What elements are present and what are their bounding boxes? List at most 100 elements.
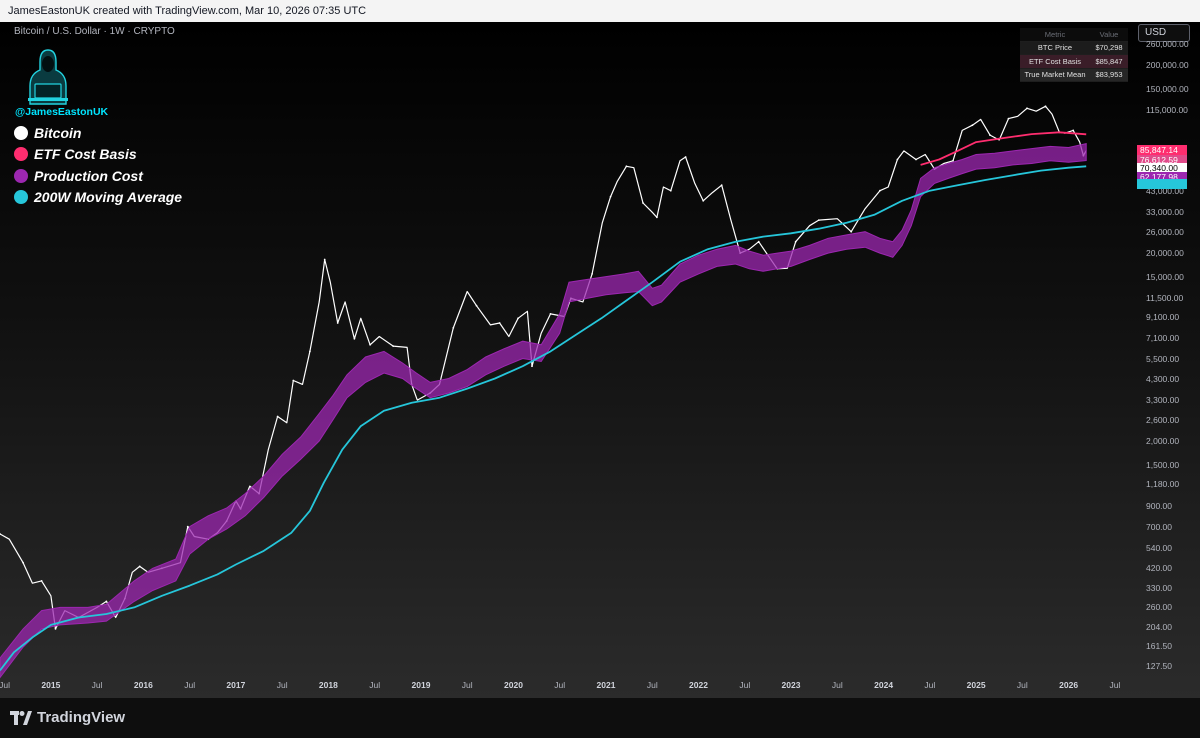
bitcoin-candle-point <box>702 199 705 202</box>
bitcoin-candle-point <box>794 240 797 243</box>
y-tick-label: 204.00 <box>1146 622 1172 633</box>
bitcoin-candle-point <box>323 258 326 261</box>
bitcoin-candle-point <box>817 219 820 222</box>
author-handle: @JamesEastonUK <box>15 106 109 118</box>
x-tick-label: Jul <box>461 680 473 690</box>
x-tick-label: 2018 <box>318 680 338 690</box>
series-etf-cost-basis <box>920 131 1087 166</box>
y-tick-label: 260,000.00 <box>1146 38 1189 49</box>
y-tick-label: 26,000.00 <box>1146 226 1184 237</box>
x-tick-label: 2023 <box>781 680 801 690</box>
legend: Bitcoin ETF Cost Basis Production Cost 2… <box>14 122 182 208</box>
x-tick-label: 2025 <box>966 680 986 690</box>
x-tick-label: Jul <box>1016 680 1028 690</box>
bitcoin-candle-point <box>40 580 43 582</box>
x-tick-label: 2015 <box>41 680 61 690</box>
y-tick-label: 7,100.00 <box>1146 332 1180 343</box>
price-tag: 76,612.59 <box>1137 155 1187 165</box>
legend-item-production-cost: Production Cost <box>14 165 182 187</box>
bitcoin-candle-point <box>475 304 478 307</box>
x-tick-label: Jul <box>91 680 103 690</box>
metric-value: $70,298 <box>1095 43 1123 53</box>
bitcoin-candle-point <box>392 345 395 347</box>
legend-label-200w-moving-average: 200W Moving Average <box>34 189 183 206</box>
metric-name: BTC Price <box>1037 43 1073 53</box>
bitcoin-candle-point <box>684 156 687 158</box>
y-tick-label: 420.00 <box>1146 563 1172 574</box>
bitcoin-candle-point <box>22 561 24 564</box>
metric-name: ETF Cost Basis <box>1028 56 1082 66</box>
legend-item-200w-moving-average: 200W Moving Average <box>14 187 182 209</box>
legend-label-etf-cost-basis: ETF Cost Basis <box>34 146 137 163</box>
legend-label-bitcoin: Bitcoin <box>34 124 82 141</box>
attribution-bar: JamesEastonUK created with TradingView.c… <box>0 0 1200 22</box>
price-tag: 62,177.98 <box>1137 172 1187 182</box>
legend-dot-bitcoin <box>14 125 28 140</box>
bitcoin-candle-point <box>498 322 501 324</box>
bitcoin-candle-point <box>952 159 954 162</box>
bitcoin-candle-point <box>1072 129 1075 132</box>
metric-row-btc-price: BTC Price $70,298 <box>1020 41 1128 55</box>
metric-value: $85,847 <box>1095 56 1123 66</box>
tradingview-logo[interactable]: TradingView <box>10 709 125 726</box>
x-tick-label: 2019 <box>411 680 431 690</box>
y-tick-label: 2,000.00 <box>1146 436 1180 446</box>
y-tick-label: 4,300.00 <box>1146 373 1180 384</box>
bitcoin-candle-point <box>1044 105 1047 108</box>
bitcoin-candle-point <box>609 195 612 198</box>
y-tick-label: 5,500.00 <box>1146 353 1180 364</box>
y-tick-label: 260.00 <box>1146 602 1172 613</box>
chart-area[interactable]: Bitcoin / U.S. Dollar · 1W · CRYPTO @Jam… <box>0 22 1200 698</box>
x-tick-label: Jul <box>0 680 11 690</box>
metric-table: Metric Value BTC Price $70,298 ETF Cost … <box>1020 28 1128 82</box>
price-tag: 70,340.00 <box>1137 163 1187 173</box>
x-tick-label: 2021 <box>596 680 616 690</box>
x-tick-label: Jul <box>276 680 288 690</box>
bitcoin-candle-point <box>720 184 723 187</box>
symbol-label[interactable]: Bitcoin / U.S. Dollar · 1W · CRYPTO <box>14 26 175 37</box>
x-tick-label: 2026 <box>1059 680 1079 690</box>
price-chart[interactable] <box>0 22 1200 698</box>
bitcoin-candle-point <box>452 327 455 329</box>
metric-row-true-market-mean: True Market Mean $83,953 <box>1020 68 1128 82</box>
y-tick-label: 20,000.00 <box>1146 248 1184 259</box>
y-tick-label: 115,000.00 <box>1146 105 1188 116</box>
y-tick-label: 200,000.00 <box>1146 60 1189 71</box>
legend-dot-etf-cost-basis <box>14 147 28 162</box>
bitcoin-candle-point <box>669 189 672 192</box>
legend-dot-200w-moving-average <box>14 190 28 205</box>
bitcoin-candle-point <box>989 134 991 136</box>
bitcoin-candle-point <box>1026 107 1028 110</box>
metric-name: True Market Mean <box>1024 70 1086 80</box>
legend-dot-production-cost <box>14 168 28 183</box>
x-tick-label: Jul <box>924 680 936 690</box>
bitcoin-candle-point <box>531 365 533 368</box>
bottom-bar: TradingView <box>0 698 1200 738</box>
price-tag: 58,000.00 <box>1137 179 1187 189</box>
bitcoin-candle-point <box>850 230 853 233</box>
bitcoin-candle-point <box>896 158 899 161</box>
attribution-text: JamesEastonUK created with TradingView.c… <box>8 5 367 17</box>
y-tick-label: 127.50 <box>1146 660 1172 671</box>
metric-table-header: Metric Value <box>1020 28 1128 42</box>
bitcoin-candle-point <box>369 343 371 346</box>
currency-selector[interactable]: USD <box>1138 24 1190 42</box>
y-tick-label: 9,100.00 <box>1146 312 1180 323</box>
price-tag: 85,847.14 <box>1137 145 1187 155</box>
x-tick-label: Jul <box>831 680 843 690</box>
bitcoin-candle-point <box>879 189 881 192</box>
bitcoin-candle-point <box>642 202 644 204</box>
legend-label-production-cost: Production Cost <box>34 167 143 184</box>
series-production-cost <box>0 142 1087 679</box>
value-header: Value <box>1099 29 1119 39</box>
y-tick-label: 700.00 <box>1146 521 1172 532</box>
bitcoin-candle-point <box>915 158 917 161</box>
bitcoin-candle-point <box>625 165 628 168</box>
y-tick-label: 540.00 <box>1146 542 1172 553</box>
bitcoin-candle-point <box>276 415 279 418</box>
x-tick-label: 2017 <box>226 680 246 690</box>
bitcoin-candle-point <box>517 317 519 320</box>
y-tick-label: 330.00 <box>1146 583 1172 593</box>
x-tick-label: 2016 <box>133 680 153 690</box>
bitcoin-candle-point <box>138 565 141 568</box>
